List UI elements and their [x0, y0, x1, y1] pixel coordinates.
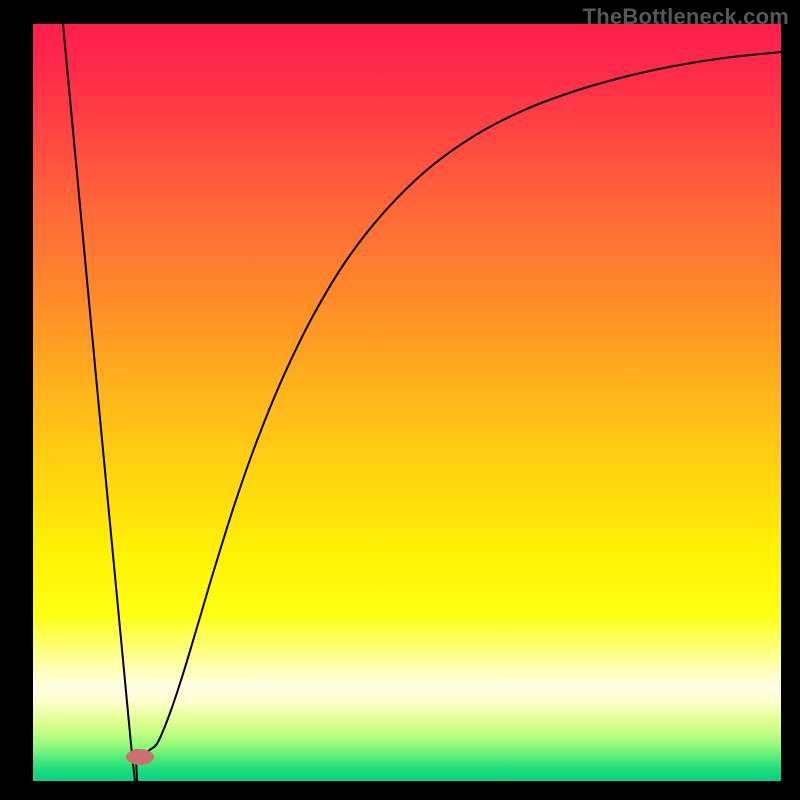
plot-area	[33, 24, 781, 781]
frame-left	[0, 0, 33, 800]
chart-container: TheBottleneck.com	[0, 0, 800, 800]
watermark-text: TheBottleneck.com	[583, 4, 789, 30]
frame-right	[781, 0, 800, 800]
frame-bottom	[0, 781, 800, 800]
gradient-background	[33, 24, 781, 781]
